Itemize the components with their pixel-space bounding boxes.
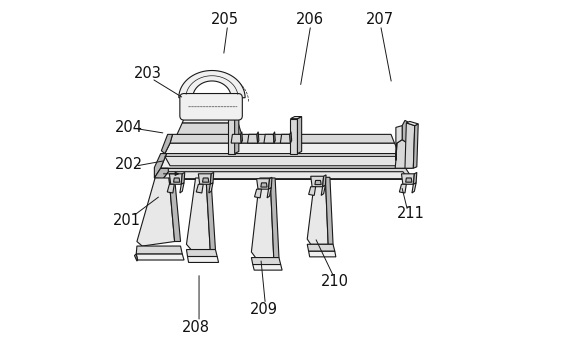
Polygon shape <box>307 244 335 251</box>
Polygon shape <box>413 124 418 168</box>
Polygon shape <box>412 183 416 193</box>
Polygon shape <box>240 132 243 143</box>
Polygon shape <box>196 184 203 193</box>
Polygon shape <box>396 126 402 161</box>
Polygon shape <box>321 185 325 195</box>
Polygon shape <box>308 251 336 257</box>
Text: 207: 207 <box>365 12 393 27</box>
Text: 210: 210 <box>321 275 349 289</box>
Text: 208: 208 <box>181 320 210 335</box>
Polygon shape <box>251 258 281 265</box>
Polygon shape <box>202 178 209 182</box>
Polygon shape <box>253 265 282 270</box>
Polygon shape <box>290 132 291 143</box>
Polygon shape <box>228 117 239 119</box>
Polygon shape <box>402 120 414 147</box>
Polygon shape <box>209 183 213 193</box>
Text: 202: 202 <box>115 157 143 172</box>
Text: 206: 206 <box>295 12 324 27</box>
Polygon shape <box>315 180 321 185</box>
Polygon shape <box>137 178 175 246</box>
Polygon shape <box>257 132 259 143</box>
Polygon shape <box>405 178 412 182</box>
Polygon shape <box>231 134 241 143</box>
Polygon shape <box>308 187 316 195</box>
Polygon shape <box>188 257 219 262</box>
Polygon shape <box>235 117 239 154</box>
Polygon shape <box>170 134 395 143</box>
Polygon shape <box>228 119 235 154</box>
Polygon shape <box>273 132 275 143</box>
Polygon shape <box>154 168 168 179</box>
Polygon shape <box>179 70 245 98</box>
Polygon shape <box>395 140 413 168</box>
Polygon shape <box>182 116 238 123</box>
Polygon shape <box>167 184 174 193</box>
Polygon shape <box>198 174 211 184</box>
Polygon shape <box>181 172 185 184</box>
Polygon shape <box>169 178 180 242</box>
Polygon shape <box>154 154 167 178</box>
Polygon shape <box>323 175 326 187</box>
Text: 204: 204 <box>115 120 143 134</box>
Polygon shape <box>187 178 210 250</box>
Polygon shape <box>269 177 272 189</box>
Polygon shape <box>325 177 333 244</box>
Polygon shape <box>255 189 261 198</box>
Polygon shape <box>264 134 274 143</box>
Polygon shape <box>170 174 182 184</box>
Polygon shape <box>257 179 269 189</box>
Polygon shape <box>399 184 407 193</box>
Polygon shape <box>134 254 138 261</box>
Polygon shape <box>407 121 418 126</box>
Polygon shape <box>163 172 408 179</box>
Polygon shape <box>165 156 402 166</box>
FancyBboxPatch shape <box>180 94 242 120</box>
Polygon shape <box>136 254 184 260</box>
Polygon shape <box>298 117 302 154</box>
Polygon shape <box>210 172 214 184</box>
Polygon shape <box>280 134 290 143</box>
Polygon shape <box>187 250 217 257</box>
Text: 209: 209 <box>249 303 278 317</box>
Polygon shape <box>267 188 271 198</box>
Text: 211: 211 <box>397 206 425 221</box>
Polygon shape <box>206 178 215 250</box>
Polygon shape <box>311 176 324 187</box>
Polygon shape <box>177 123 242 134</box>
Text: 205: 205 <box>211 12 239 27</box>
Polygon shape <box>165 143 399 154</box>
Polygon shape <box>261 183 267 187</box>
Polygon shape <box>307 177 328 244</box>
Text: 201: 201 <box>112 213 141 228</box>
Polygon shape <box>413 172 417 184</box>
Polygon shape <box>290 119 298 154</box>
Polygon shape <box>248 134 257 143</box>
Polygon shape <box>401 174 414 184</box>
Polygon shape <box>290 117 302 119</box>
Polygon shape <box>405 123 414 168</box>
Polygon shape <box>154 168 412 178</box>
Text: 203: 203 <box>134 66 162 81</box>
Polygon shape <box>160 154 405 168</box>
Polygon shape <box>174 178 180 182</box>
Polygon shape <box>180 183 184 193</box>
Polygon shape <box>162 134 172 154</box>
Polygon shape <box>270 178 279 258</box>
Polygon shape <box>251 178 274 258</box>
Polygon shape <box>136 246 182 254</box>
